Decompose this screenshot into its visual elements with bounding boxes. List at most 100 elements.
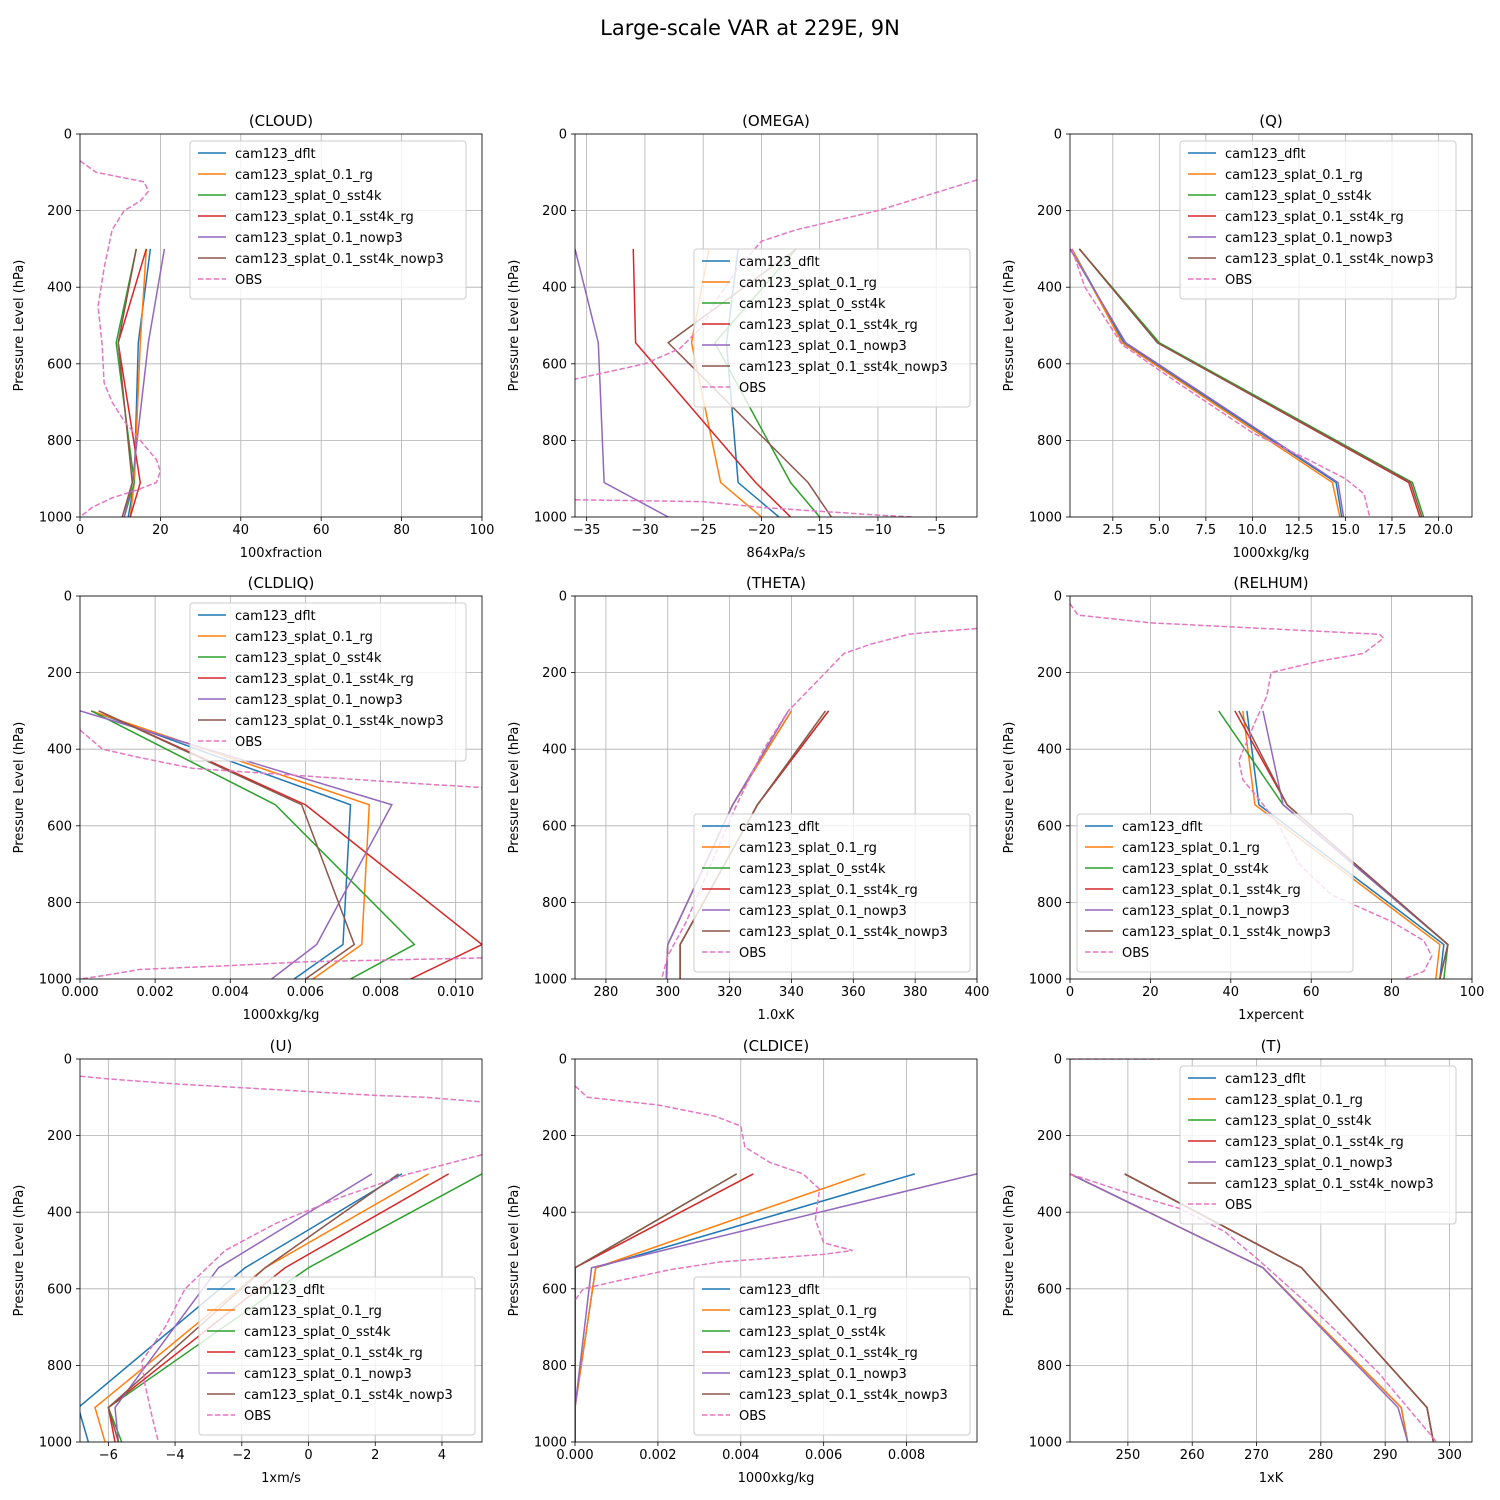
y-tick-label: 200 bbox=[47, 1129, 72, 1144]
y-tick-label: 400 bbox=[542, 1206, 567, 1221]
y-tick-label: 400 bbox=[47, 281, 72, 296]
y-axis-label: Pressure Level (hPa) bbox=[12, 722, 27, 854]
series-group bbox=[80, 1075, 482, 1442]
y-tick-label: 1000 bbox=[534, 973, 567, 988]
series-line-cam123_splat_0.1_nowp3 bbox=[575, 248, 669, 517]
axes-frame bbox=[1069, 595, 1473, 980]
panel-t: 250 260 270 280 290 300 0 200 400 600 800 1000 (T) 1x… bbox=[1002, 1037, 1473, 1486]
y-tick-label: 0 bbox=[559, 1053, 567, 1068]
x-tick-label: 300 bbox=[1437, 1448, 1462, 1463]
x-tick-label: 20 bbox=[1142, 985, 1159, 1000]
legend-label: OBS bbox=[235, 273, 262, 288]
y-tick-label: 200 bbox=[47, 204, 72, 219]
x-tick-label: 60 bbox=[313, 523, 330, 538]
legend-label: cam123_splat_0_sst4k bbox=[739, 297, 886, 312]
series-line-cam123_splat_0.1_nowp3 bbox=[123, 248, 166, 517]
series-line-cam123_splat_0.1_nowp3 bbox=[1070, 1173, 1409, 1442]
x-tick-label: 0 bbox=[304, 1448, 312, 1463]
y-tick-label: 400 bbox=[1037, 1206, 1062, 1221]
x-tick-label: −25 bbox=[689, 523, 716, 538]
legend-label: cam123_dflt bbox=[1225, 1072, 1306, 1087]
series-line-cam123_splat_0.1_nowp3 bbox=[1070, 248, 1345, 517]
series-line-cam123_splat_0.1_nowp3 bbox=[575, 1173, 977, 1442]
legend-label: cam123_splat_0.1_nowp3 bbox=[739, 904, 907, 919]
x-tick-label: 360 bbox=[841, 985, 866, 1000]
panel-q: 2.5 5.0 7.5 10.0 12.5 15.0 17.5 20.0 0 200 400 600 8… bbox=[1002, 112, 1473, 561]
legend-label: cam123_splat_0_sst4k bbox=[235, 189, 382, 204]
legend-label: OBS bbox=[739, 1409, 766, 1424]
legend: cam123_dflt cam123_splat_0.1_rg cam123_spl… bbox=[693, 1276, 971, 1436]
legend-label: cam123_splat_0_sst4k bbox=[244, 1325, 391, 1340]
legend-label: cam123_splat_0.1_sst4k_rg bbox=[739, 883, 918, 898]
series-line-OBS bbox=[80, 160, 162, 517]
x-tick-label: 280 bbox=[594, 985, 619, 1000]
x-tick-label: 80 bbox=[393, 523, 410, 538]
y-tick-label: 800 bbox=[47, 434, 72, 449]
panel-relhum: 0 20 40 60 80 10002004006008001000(RELHUM)1xp… bbox=[1002, 574, 1484, 1023]
x-tick-label: 40 bbox=[233, 523, 250, 538]
series-line-cam123_splat_0.1_sst4k_rg bbox=[575, 1173, 754, 1442]
legend-label: cam123_splat_0_sst4k bbox=[739, 862, 886, 877]
x-tick-label: −2 bbox=[232, 1448, 251, 1463]
legend: cam123_dflt cam123_splat_0.1_rg cam123_spl… bbox=[1179, 1065, 1457, 1225]
legend-label: cam123_dflt bbox=[1225, 147, 1306, 162]
legend-label: cam123_dflt bbox=[244, 1283, 325, 1298]
y-tick-label: 1000 bbox=[534, 511, 567, 526]
legend-label: cam123_splat_0.1_rg bbox=[235, 630, 373, 645]
legend-label: cam123_dflt bbox=[1122, 820, 1203, 835]
y-tick-label: 1000 bbox=[1029, 973, 1062, 988]
legend-label: cam123_splat_0.1_sst4k_rg bbox=[739, 1346, 918, 1361]
y-axis-label: Pressure Level (hPa) bbox=[12, 1185, 27, 1317]
x-axis-label: 864xPa/s bbox=[747, 546, 806, 561]
series-line-cam123_splat_0.1_sst4k_rg bbox=[117, 248, 148, 517]
y-tick-label: 600 bbox=[47, 819, 72, 834]
y-tick-label: 600 bbox=[542, 819, 567, 834]
series-line-cam123_splat_0.1_nowp3 bbox=[114, 1173, 373, 1442]
y-tick-label: 600 bbox=[47, 357, 72, 372]
x-tick-label: 0 bbox=[76, 523, 84, 538]
x-tick-label: −6 bbox=[99, 1448, 118, 1463]
y-tick-label: 0 bbox=[64, 590, 72, 605]
x-axis-label: 1000xkg/kg bbox=[738, 1471, 815, 1486]
y-tick-label: 1000 bbox=[39, 511, 72, 526]
series-line-cam123_splat_0.1_rg bbox=[129, 248, 148, 517]
legend-label: cam123_splat_0.1_nowp3 bbox=[739, 1367, 907, 1382]
legend: cam123_dflt cam123_splat_0.1_rg cam123_spl… bbox=[693, 248, 971, 408]
x-tick-label: 2.5 bbox=[1102, 523, 1123, 538]
y-tick-label: 1000 bbox=[39, 973, 72, 988]
panel-title: (U) bbox=[270, 1037, 293, 1055]
legend-label: OBS bbox=[1122, 946, 1149, 961]
y-tick-label: 200 bbox=[542, 1129, 567, 1144]
y-tick-label: 400 bbox=[47, 1206, 72, 1221]
series-line-cam123_splat_0.1_rg bbox=[94, 1173, 429, 1442]
x-tick-label: 260 bbox=[1180, 1448, 1205, 1463]
y-tick-label: 600 bbox=[1037, 1282, 1062, 1297]
y-tick-label: 800 bbox=[1037, 1359, 1062, 1374]
legend-box bbox=[189, 140, 467, 300]
legend: cam123_dflt cam123_splat_0.1_rg cam123_spl… bbox=[693, 813, 971, 973]
x-tick-label: 270 bbox=[1244, 1448, 1269, 1463]
legend-box bbox=[693, 813, 971, 973]
x-tick-label: 4 bbox=[438, 1448, 446, 1463]
x-tick-label: 400 bbox=[965, 985, 990, 1000]
x-tick-label: 0.004 bbox=[212, 985, 249, 1000]
x-axis-label: 1000xkg/kg bbox=[243, 1008, 320, 1023]
y-tick-label: 0 bbox=[1054, 590, 1062, 605]
x-tick-label: 20.0 bbox=[1424, 523, 1453, 538]
y-tick-label: 1000 bbox=[534, 1436, 567, 1451]
series-line-cam123_splat_0.1_sst4k_nowp3 bbox=[107, 1173, 400, 1442]
y-tick-label: 800 bbox=[542, 434, 567, 449]
x-tick-label: 5.0 bbox=[1149, 523, 1170, 538]
series-line-OBS bbox=[660, 627, 977, 979]
legend-box bbox=[1076, 813, 1354, 973]
legend-box bbox=[1179, 1065, 1457, 1225]
legend-label: cam123_splat_0_sst4k bbox=[1122, 862, 1269, 877]
x-axis-label: 1.0xK bbox=[758, 1008, 795, 1023]
legend-label: cam123_splat_0.1_sst4k_rg bbox=[1122, 883, 1301, 898]
legend-label: cam123_splat_0.1_sst4k_nowp3 bbox=[1122, 925, 1331, 940]
x-tick-label: 12.5 bbox=[1284, 523, 1313, 538]
x-axis-label: 1xpercent bbox=[1238, 1008, 1304, 1023]
legend-label: cam123_splat_0.1_nowp3 bbox=[1225, 1156, 1393, 1171]
x-tick-label: −35 bbox=[573, 523, 600, 538]
